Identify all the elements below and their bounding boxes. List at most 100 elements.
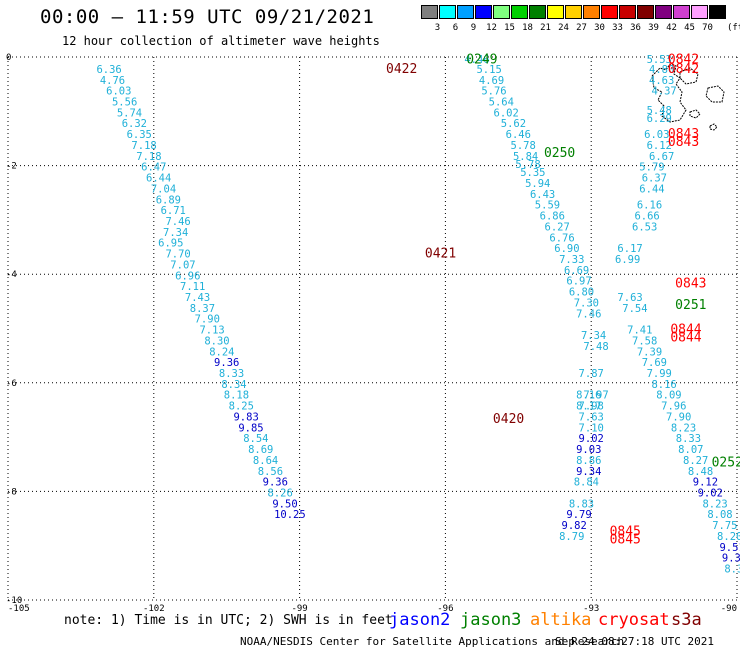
wave-height-value: 8.30 [204, 335, 229, 347]
lat-tick-label: -4 [6, 270, 17, 280]
wave-height-value: 8.64 [253, 455, 278, 467]
wave-height-value: 9.02 [579, 433, 604, 445]
wave-height-value: 8.39 [724, 564, 740, 576]
legend-swatch [547, 5, 564, 19]
wave-height-value: 5.15 [476, 64, 501, 76]
wave-height-value: 8.84 [574, 477, 599, 489]
wave-height-value: 6.97 [566, 276, 591, 288]
lat-tick-label: 0 [6, 53, 11, 63]
galapagos-island-outline [679, 67, 699, 85]
legend-unit: (ft) [727, 23, 740, 33]
legend-swatch [655, 5, 672, 19]
wave-height-value: 6.44 [146, 173, 171, 185]
wave-height-value: 8.33 [676, 433, 701, 445]
pass-time-label: 0843 [668, 135, 699, 150]
satellite-name-jason3: jason3 [460, 610, 522, 630]
pass-time-label: 0421 [425, 246, 456, 261]
wave-height-value: 7.34 [163, 227, 188, 239]
wave-height-value: 8.69 [248, 444, 273, 456]
wave-height-value: 6.67 [649, 151, 674, 163]
pass-time-label: 0251 [675, 298, 706, 313]
wave-height-value: 8.86 [576, 455, 601, 467]
satellite-name-altika: altika [530, 610, 592, 630]
pass-time-label: 0250 [544, 146, 575, 161]
wave-height-value: 9.50 [272, 498, 297, 510]
wave-height-value: 9.34 [576, 466, 601, 478]
pass-time-label: 0845 [610, 524, 641, 539]
legend-label: 3 [434, 23, 441, 33]
wave-height-value: 7.98 [579, 401, 604, 413]
wave-height-value: 8.07 [678, 444, 703, 456]
galapagos-island-outline [709, 123, 718, 131]
lon-tick-label: -102 [143, 604, 165, 614]
wave-height-value: 8.26 [268, 487, 293, 499]
legend-swatch [457, 5, 474, 19]
wave-height-value: 6.17 [617, 243, 642, 255]
pass-time-label: 0420 [493, 412, 524, 427]
lon-tick-label: -99 [291, 604, 307, 614]
wave-height-value: 5.78 [511, 140, 536, 152]
wave-height-value: 7.99 [647, 368, 672, 380]
wave-height-value: 9.83 [233, 411, 258, 423]
wave-height-value: 8.17 [576, 401, 601, 413]
wave-height-value: 8.48 [688, 466, 713, 478]
wave-height-value: 6.02 [494, 107, 519, 119]
wave-height-value: 9.79 [566, 509, 591, 521]
wave-height-value: 7.70 [165, 249, 190, 261]
wave-height-value: 9.37 [722, 553, 740, 565]
wave-height-value: 6.29 [647, 113, 672, 125]
wave-height-value: 9.36 [214, 357, 239, 369]
wave-height-value: 9.36 [263, 477, 288, 489]
wave-height-value: 7.39 [637, 346, 662, 358]
wave-height-value: 8.54 [243, 433, 268, 445]
wave-height-value: 8.23 [702, 498, 727, 510]
wave-height-value: 4.37 [651, 86, 676, 98]
legend-swatch [601, 5, 618, 19]
legend-swatch [583, 5, 600, 19]
legend-label: 45 [684, 23, 695, 33]
wave-height-value: 5.78 [515, 159, 540, 171]
lon-tick-label: -96 [437, 604, 453, 614]
legend-swatch [637, 5, 654, 19]
wave-height-value: 6.71 [161, 205, 186, 217]
wave-height-value: 8.27 [683, 455, 708, 467]
footer-credit: NOAA/NESDIS Center for Satellite Applica… [240, 635, 625, 648]
galapagos-island-outline [705, 85, 725, 103]
wave-height-value: 8.24 [209, 346, 234, 358]
wave-height-value: 7.54 [622, 303, 647, 315]
lat-tick-label: -10 [6, 596, 22, 606]
legend-label: 70 [702, 23, 713, 33]
wave-height-value: 9.02 [698, 487, 723, 499]
wave-height-value: 6.86 [540, 211, 565, 223]
pass-time-label: 0843 [675, 276, 706, 291]
pass-time-label: 0845 [610, 533, 641, 548]
legend-swatch [673, 5, 690, 19]
legend-swatch [619, 5, 636, 19]
wave-height-value: 9.12 [693, 477, 718, 489]
wave-height-value: 4.76 [100, 75, 125, 87]
legend-swatch [493, 5, 510, 19]
wave-height-value: 8.08 [707, 509, 732, 521]
legend-label: 27 [576, 23, 587, 33]
legend-label: 42 [666, 23, 677, 33]
wave-height-value: 5.84 [513, 151, 538, 163]
legend-swatch [439, 5, 456, 19]
wave-height-value: 8.33 [219, 368, 244, 380]
legend-label: 30 [594, 23, 605, 33]
wave-height-value: 5.94 [525, 178, 550, 190]
wave-height-value: 9.03 [576, 444, 601, 456]
wave-height-value: 7.87 [579, 368, 604, 380]
wave-height-value: 7.18 [136, 151, 161, 163]
wave-height-value: 6.35 [127, 129, 152, 141]
legend-label: 24 [558, 23, 569, 33]
wave-height-value: 6.96 [175, 270, 200, 282]
legend-swatch [421, 5, 438, 19]
footer-timestamp: Sep 24 08:27:18 UTC 2021 [555, 635, 714, 648]
wave-height-value: 6.36 [96, 64, 121, 76]
wave-height-value: 7.97 [583, 390, 608, 402]
wave-height-value: 8.09 [656, 390, 681, 402]
wave-height-value: 7.07 [170, 259, 195, 271]
legend-label: 36 [630, 23, 641, 33]
legend-label: 33 [612, 23, 623, 33]
wave-height-value: 4.63 [649, 75, 674, 87]
